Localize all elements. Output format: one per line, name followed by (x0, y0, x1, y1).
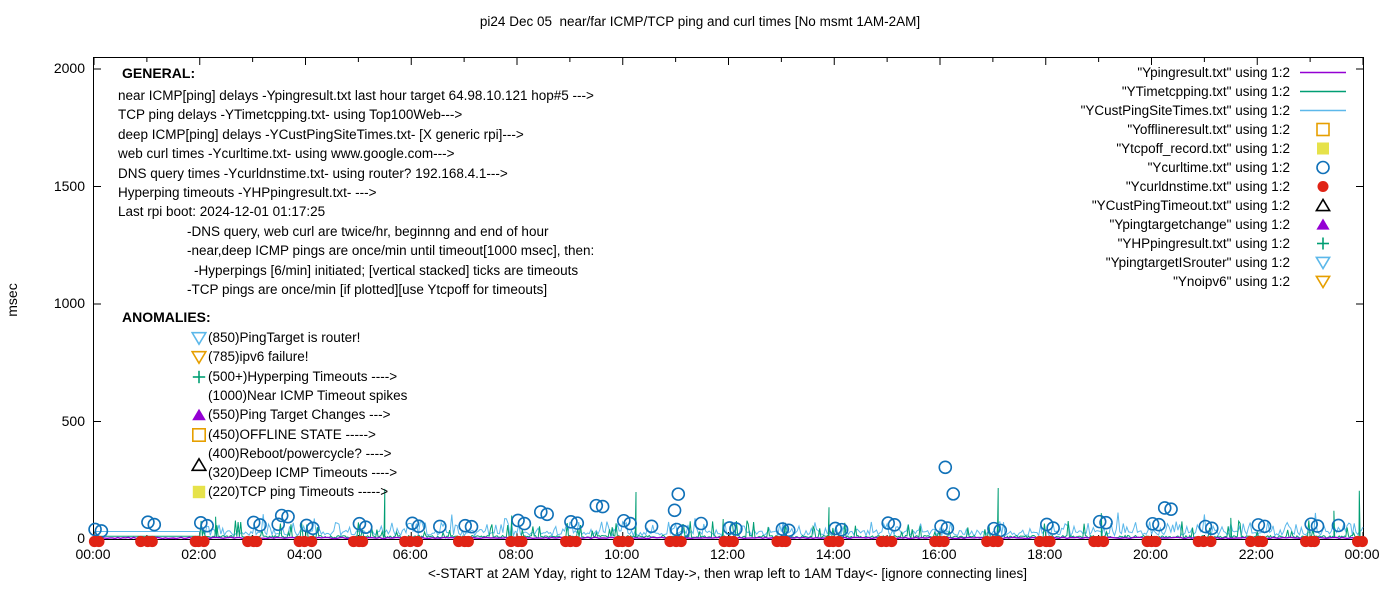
legend-label: "Ytcpoff_record.txt" using 1:2 (1116, 141, 1290, 156)
legend-item: "YHPpingresult.txt" using 1:2 (900, 234, 1352, 253)
anomaly-text: (450)OFFLINE STATE -----> (208, 426, 376, 442)
circle-open-icon (1316, 160, 1330, 175)
legend-item: "Yofflineresult.txt" using 1:2 (900, 120, 1352, 139)
general-line: -DNS query, web curl are twice/hr, begin… (187, 223, 549, 239)
legend-label: "Ypingtargetchange" using 1:2 (1109, 217, 1290, 232)
legend-label: "YCustPingSiteTimes.txt" using 1:2 (1080, 103, 1290, 118)
legend-item: "YTimetcpping.txt" using 1:2 (900, 82, 1352, 101)
y-tick-label: 1500 (53, 177, 85, 194)
x-tick-label: 14:00 (815, 546, 851, 562)
legend-item: "Ypingtargetchange" using 1:2 (900, 215, 1352, 234)
anomaly-text: (785)ipv6 failure! (208, 349, 309, 365)
legend-label: "YHPpingresult.txt" using 1:2 (1117, 236, 1290, 251)
anomalies-heading: ANOMALIES: (122, 309, 211, 325)
legend-label: "YpingtargetISrouter" using 1:2 (1105, 255, 1290, 270)
triangle-up-filled-icon (192, 408, 206, 421)
x-tick-label: 20:00 (1132, 546, 1169, 562)
legend-label: "Ynoipv6" using 1:2 (1173, 274, 1290, 289)
legend-line-sample (1300, 90, 1346, 93)
plot-canvas (88, 58, 1368, 548)
x-tick-label: 22:00 (1238, 546, 1274, 562)
x-tick-label: 18:00 (1027, 546, 1063, 562)
anomaly-text: (850)PingTarget is router! (208, 330, 361, 345)
triangle-up-filled-icon (1316, 218, 1330, 230)
x-tick-label: 02:00 (181, 546, 217, 562)
square-open-icon (1316, 122, 1330, 137)
general-line: Hyperping timeouts -YHPpingresult.txt- -… (118, 185, 377, 200)
anomaly-text: (400)Reboot/powercycle? ----> (208, 445, 392, 461)
y-tick-label: 500 (61, 412, 85, 429)
legend-item: "Ynoipv6" using 1:2 (900, 272, 1352, 291)
legend-label: "Ycurldnstime.txt" using 1:2 (1125, 179, 1290, 194)
legend-item: "Ypingresult.txt" using 1:2 (900, 63, 1352, 82)
circle-filled-icon (1317, 181, 1329, 192)
plus-icon (1317, 237, 1329, 250)
triangle-down-open-icon (191, 351, 207, 366)
legend-label: "YTimetcpping.txt" using 1:2 (1121, 84, 1290, 99)
legend-label: "Yofflineresult.txt" using 1:2 (1127, 122, 1290, 137)
x-tick-label: 16:00 (921, 546, 957, 562)
legend-label: "Ypingresult.txt" using 1:2 (1137, 65, 1290, 80)
triangle-down-open-icon (1314, 256, 1332, 271)
general-line: -Hyperpings [6/min] initiated; [vertical… (194, 262, 579, 278)
square-filled-icon (192, 486, 206, 499)
legend-item: "YCustPingSiteTimes.txt" using 1:2 (900, 101, 1352, 120)
x-axis-label: <-START at 2AM Yday, right to 12AM Tday-… (428, 566, 1027, 581)
general-line: web curl times -Ycurltime.txt- using www… (118, 146, 455, 162)
plot-area (88, 57, 1368, 548)
y-tick-label: 2000 (53, 60, 85, 76)
general-line: -near,deep ICMP pings are once/min until… (187, 243, 595, 259)
x-tick-label: 00:00 (1344, 546, 1380, 562)
general-line: Last rpi boot: 2024-12-01 01:17:25 (118, 204, 326, 220)
x-tick-label: 08:00 (498, 546, 534, 562)
legend-item: "Ytcpoff_record.txt" using 1:2 (900, 139, 1352, 158)
legend-item: "YCustPingTimeout.txt" using 1:2 (900, 196, 1352, 215)
triangle-up-open-icon (191, 457, 207, 472)
x-tick-label: 00:00 (75, 546, 111, 562)
general-line: DNS query times -Ycurldnstime.txt- using… (118, 165, 508, 181)
plus-icon (192, 370, 206, 383)
y-axis-label: msec (4, 283, 20, 317)
x-tick-label: 06:00 (392, 546, 428, 562)
triangle-down-open-icon (191, 331, 207, 346)
anomaly-text: (320)Deep ICMP Timeouts ----> (208, 465, 398, 481)
anomaly-text: (500+)Hyperping Timeouts ----> (208, 368, 398, 384)
general-line: deep ICMP[ping] delays -YCustPingSiteTim… (118, 126, 524, 142)
anomaly-text: (220)TCP ping Timeouts -----> (208, 484, 389, 500)
triangle-down-open-icon (1314, 275, 1332, 290)
anomaly-text: (550)Ping Target Changes ---> (208, 407, 391, 423)
legend-item: "Ycurldnstime.txt" using 1:2 (900, 177, 1352, 196)
legend-label: "YCustPingTimeout.txt" using 1:2 (1091, 198, 1290, 213)
legend-line-sample (1300, 109, 1346, 112)
legend-item: "YpingtargetISrouter" using 1:2 (900, 253, 1352, 272)
square-open-icon (191, 427, 206, 442)
x-tick-label: 04:00 (286, 546, 323, 562)
y-tick-label: 1000 (53, 295, 85, 311)
y-tick-label: 0 (77, 530, 85, 546)
general-line: -TCP pings are once/min [if plotted][use… (187, 282, 548, 297)
general-line: near ICMP[ping] delays -Ypingresult.txt … (118, 88, 594, 103)
x-tick-label: 10:00 (604, 546, 640, 562)
anomaly-text: (1000)Near ICMP Timeout spikes (208, 387, 408, 403)
legend-label: "Ycurltime.txt" using 1:2 (1147, 160, 1290, 175)
square-filled-icon (1317, 142, 1329, 155)
general-heading: GENERAL: (122, 65, 196, 81)
legend-line-sample (1300, 71, 1346, 74)
general-line: TCP ping delays -YTimetcpping.txt- using… (118, 107, 463, 123)
legend-item: "Ycurltime.txt" using 1:2 (900, 158, 1352, 177)
x-tick-label: 12:00 (709, 546, 746, 562)
triangle-up-open-icon (1314, 197, 1332, 212)
chart-title: pi24 Dec 05 near/far ICMP/TCP ping and c… (479, 14, 921, 29)
